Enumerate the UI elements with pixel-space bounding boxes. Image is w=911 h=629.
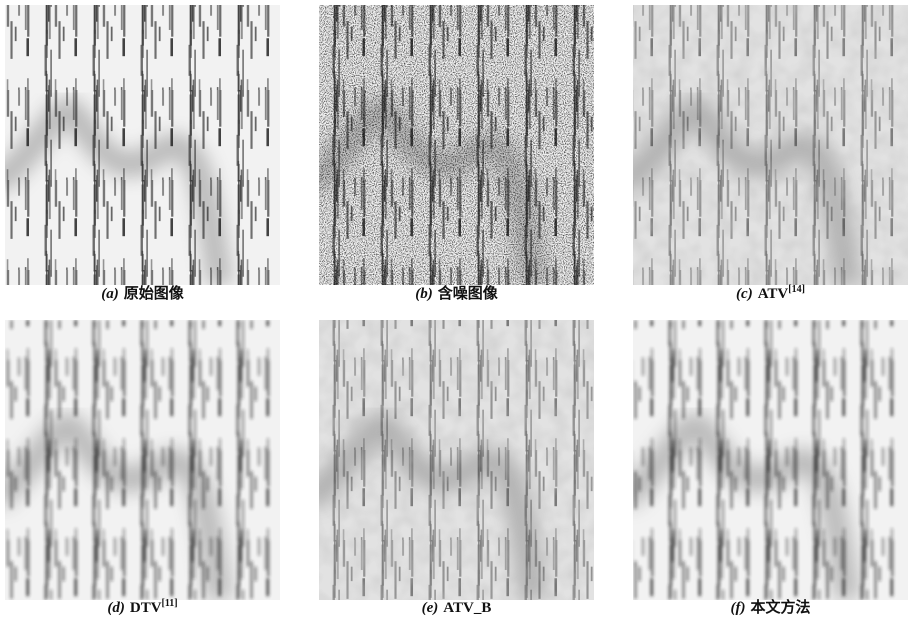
caption-text: ATV_B — [443, 600, 491, 616]
caption-text: 原始图像 — [124, 284, 185, 302]
caption: (b) 含噪图像 — [415, 284, 499, 302]
caption-tag: (f) — [730, 600, 745, 616]
figure: (a) 原始图像 (b) 含噪图像 (c) ATV[14] (d) DTV[11] (e)ATV… — [0, 0, 911, 629]
caption-tag: (b) — [415, 286, 433, 302]
caption-tag: (c) — [736, 286, 753, 302]
caption-tag: (d) — [107, 600, 125, 616]
image-noise — [319, 5, 594, 285]
caption: (f) 本文方法 — [730, 598, 810, 616]
caption-ref: [11] — [162, 598, 178, 609]
caption-text: ATV — [758, 286, 789, 302]
image-panel — [623, 5, 908, 285]
image-texture — [633, 320, 908, 600]
image-blotch — [319, 320, 594, 600]
caption: (c) ATV[14] — [736, 284, 805, 302]
caption-tag: (e) — [422, 600, 439, 616]
caption-text: DTV — [130, 600, 162, 616]
caption-tag: (a) — [101, 286, 119, 302]
caption-text: 含噪图像 — [438, 284, 499, 302]
image-panel — [0, 320, 280, 600]
caption-text: 本文方法 — [750, 598, 810, 616]
image-blotch — [633, 5, 908, 285]
caption: (d) DTV[11] — [107, 598, 177, 616]
image-panel — [0, 5, 280, 285]
caption: (e)ATV_B — [422, 600, 492, 616]
page: {"figure": {"panels": [ {"tag": "(a)", "… — [0, 0, 911, 629]
image-texture — [5, 320, 280, 600]
image-panel — [623, 320, 908, 600]
image-panel — [309, 5, 594, 285]
caption: (a) 原始图像 — [101, 284, 185, 302]
caption-ref: [14] — [788, 284, 805, 295]
image-texture — [5, 5, 280, 285]
image-panel — [309, 320, 594, 600]
